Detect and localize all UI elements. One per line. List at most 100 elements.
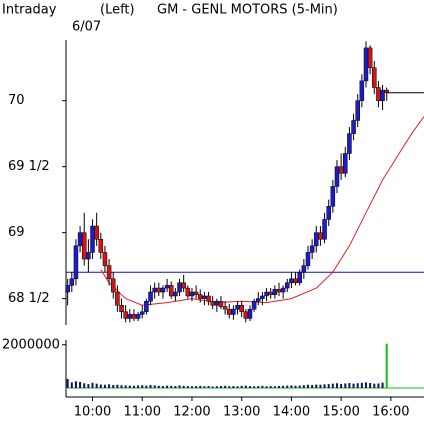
candle-body: [239, 304, 244, 313]
candle-body: [198, 294, 203, 299]
candle-body: [202, 295, 207, 299]
volume-bar: [219, 386, 222, 388]
x-tick-label: 15:00: [322, 405, 359, 420]
candle-body: [144, 301, 149, 313]
candle-body: [206, 295, 211, 302]
volume-bar: [124, 385, 127, 388]
candle-body: [127, 314, 133, 319]
candle-body: [309, 245, 315, 253]
y-tick-label: 69 1/2: [8, 159, 50, 174]
volume-bar: [182, 385, 185, 388]
candle-body: [139, 311, 145, 315]
volume-bar: [352, 383, 355, 388]
volume-bar: [298, 385, 301, 388]
candle-body: [73, 245, 79, 280]
candle-body: [173, 291, 178, 297]
volume-bar: [224, 385, 227, 388]
volume-bar: [112, 384, 115, 388]
volume-bar: [145, 385, 148, 388]
volume-bar: [269, 386, 272, 388]
volume-bar: [161, 386, 164, 388]
volume-bar: [348, 383, 351, 388]
volume-bar: [244, 385, 247, 388]
volume-bar: [108, 384, 111, 388]
volume-bar: [83, 383, 86, 388]
x-tick-label: 13:00: [223, 405, 260, 420]
volume-bar: [174, 386, 177, 388]
candle-body: [235, 304, 240, 310]
volume-bar: [232, 386, 235, 388]
candle-body: [301, 265, 307, 273]
candle-body: [305, 252, 311, 266]
volume-bar: [340, 383, 343, 388]
candle-body: [351, 120, 356, 134]
x-tick-label: 11:00: [124, 405, 161, 420]
volume-bar: [137, 385, 140, 388]
chart-title: GM - GENL MOTORS (5-Min): [157, 3, 338, 18]
candle-body: [135, 314, 141, 319]
candle-body: [260, 295, 265, 299]
volume-bar: [195, 386, 198, 388]
candle-body: [181, 282, 186, 289]
candle-body: [297, 271, 302, 284]
x-tick-label: 16:00: [372, 405, 409, 420]
volume-bar: [211, 386, 214, 388]
volume-bar: [277, 386, 280, 388]
volume-bar: [199, 385, 202, 388]
volume-bar: [319, 384, 322, 388]
volume-bar: [323, 384, 326, 388]
volume-bar: [103, 384, 106, 388]
candle-body: [90, 225, 95, 253]
candle-body: [359, 80, 365, 101]
volume-bar: [79, 381, 82, 388]
candle-body: [343, 153, 348, 174]
volume-bar: [157, 385, 160, 388]
volume-bar: [253, 386, 256, 388]
candle-body: [322, 219, 327, 240]
candle-body: [210, 301, 215, 306]
volume-bar: [178, 385, 181, 388]
candle-body: [177, 282, 182, 293]
volume-bar: [302, 385, 305, 388]
volume-bar: [166, 385, 169, 388]
x-tick-label: 12:00: [173, 405, 210, 420]
candle-body: [152, 287, 157, 293]
candle-body: [318, 232, 323, 240]
volume-bar: [228, 386, 231, 388]
volume-bar: [315, 384, 318, 388]
candle-body: [69, 278, 75, 286]
candle-body: [289, 278, 294, 284]
axis-side: (Left): [100, 3, 135, 18]
volume-bar: [91, 382, 94, 388]
volume-bar: [335, 383, 338, 388]
candle-body: [334, 166, 340, 187]
volume-bar: [248, 386, 251, 388]
volume-bar: [66, 378, 69, 388]
candle-body: [65, 285, 70, 293]
candle-body: [160, 287, 166, 293]
volume-bar: [120, 385, 123, 388]
volume-bar: [186, 386, 189, 388]
y-tick-label: 69: [8, 225, 25, 240]
volume-bar: [385, 343, 388, 388]
candle-body: [123, 311, 128, 319]
volume-bar: [364, 382, 367, 388]
candle-body: [86, 252, 91, 260]
volume-bar: [286, 385, 289, 388]
volume-bar: [149, 384, 152, 388]
volume-bar: [74, 381, 77, 388]
volume-bar: [240, 385, 243, 388]
volume-bar: [170, 385, 173, 388]
candle-body: [256, 298, 261, 302]
volume-bar: [153, 385, 156, 388]
candle-body: [367, 47, 373, 68]
candle-body: [314, 232, 319, 247]
candle-body: [131, 314, 137, 319]
candle-body: [94, 225, 99, 240]
volume-bar: [377, 383, 380, 388]
candle-body: [193, 291, 199, 295]
candle-body: [102, 252, 108, 266]
volume-bar: [215, 386, 218, 388]
volume-bar: [132, 385, 135, 388]
